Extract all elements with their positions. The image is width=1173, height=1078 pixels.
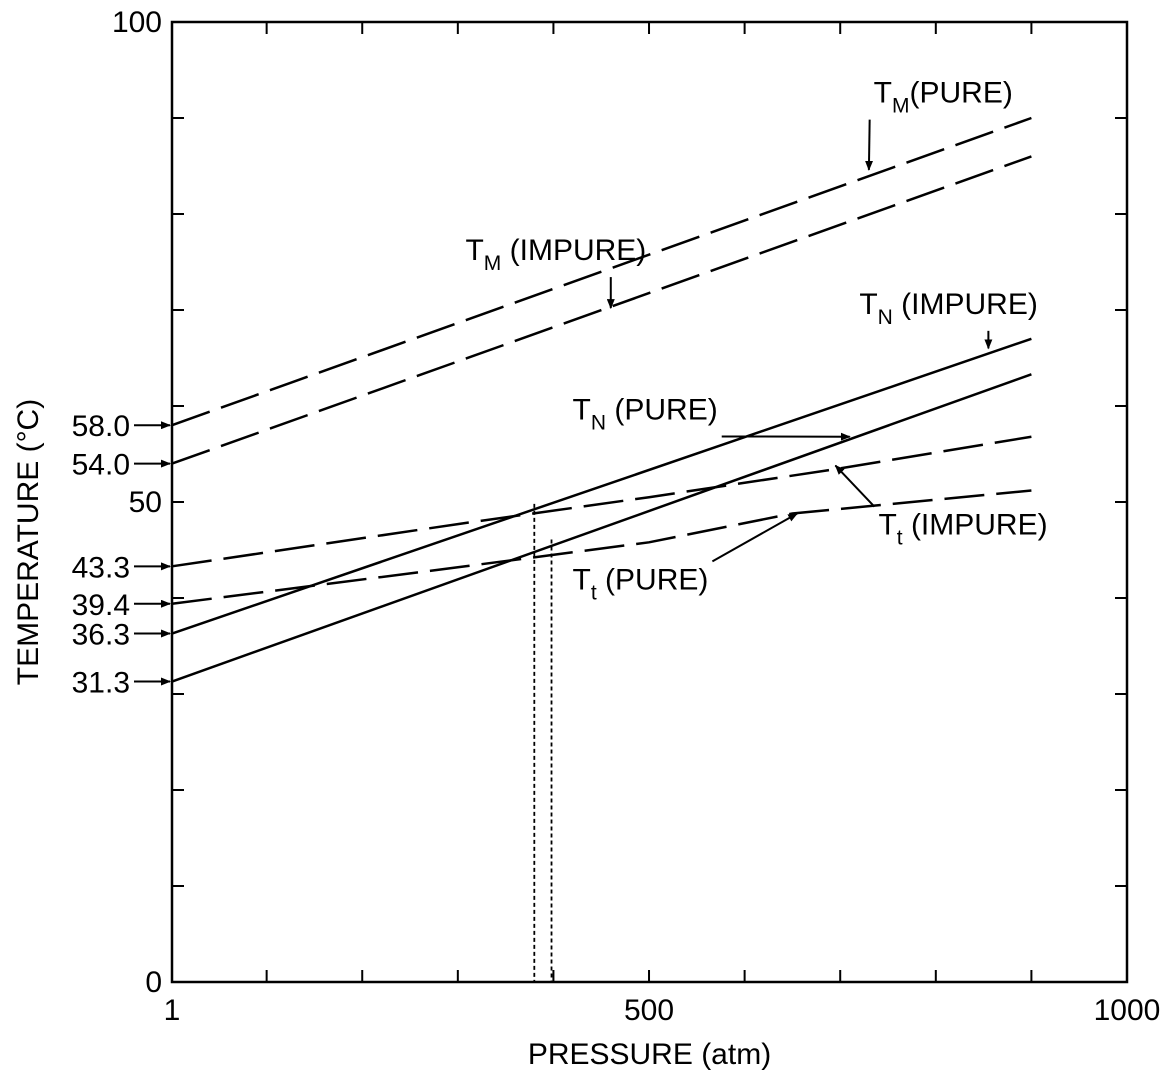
plot-frame <box>170 20 1129 984</box>
series-line-tt-impure <box>171 435 1032 568</box>
callout-label: TM (IMPURE) <box>465 234 646 275</box>
y-marked-label: 36.3 <box>72 619 130 652</box>
y-marked-label: 43.3 <box>72 551 130 584</box>
callout-label: TN (IMPURE) <box>859 288 1037 329</box>
intersection-drop-lines <box>533 503 553 982</box>
y-tick-label: 50 <box>129 486 162 519</box>
y-axis-ticks: 0 50 100 <box>112 6 1127 999</box>
series-line-tn-pure <box>171 373 1032 683</box>
callout-label: TM(PURE) <box>874 77 1013 118</box>
series-line-tn-impure <box>171 337 1032 635</box>
series-callouts: TM(PURE) TM (IMPURE) TN (IMPURE) TN (PURE) T… <box>465 77 1047 605</box>
y-marked-label: 58.0 <box>72 410 130 443</box>
callout-label: Tt (IMPURE) <box>878 509 1047 550</box>
callout-label: TN (PURE) <box>573 393 718 434</box>
y-tick-label: 100 <box>112 6 162 39</box>
callout-label: Tt (PURE) <box>573 563 709 604</box>
series-line-tm-pure <box>171 116 1032 427</box>
y-marked-label: 54.0 <box>72 449 130 482</box>
callout-tm-impure: TM (IMPURE) <box>465 234 646 310</box>
series-line-tt-pure <box>171 489 1032 605</box>
series-line-tm-impure <box>171 155 1032 465</box>
y-axis-title: TEMPERATURE (°C) <box>12 399 45 685</box>
callout-arrow <box>865 119 874 171</box>
callout-tt-pure: Tt (PURE) <box>573 512 799 604</box>
y-marked-values: 58.0 54.0 43.3 39.436.3 31.3 <box>72 410 171 700</box>
callout-tn-impure: TN (IMPURE) <box>859 288 1038 350</box>
x-tick-label: 1000 <box>1094 994 1161 1027</box>
y-marked-label: 31.3 <box>72 667 130 700</box>
series-layer <box>171 116 1032 683</box>
x-axis-ticks: 1 500 1000 <box>164 22 1161 1027</box>
callout-arrow <box>711 512 799 563</box>
callout-tt-impure: Tt (IMPURE) <box>834 464 1048 550</box>
callout-tm-pure: TM(PURE) <box>865 77 1013 171</box>
y-marked-label: 39.4 <box>72 589 130 622</box>
x-tick-label: 1 <box>164 994 181 1027</box>
y-tick-label: 0 <box>145 966 162 999</box>
callout-arrow <box>834 464 876 508</box>
callout-tn-pure: TN (PURE) <box>573 393 851 441</box>
x-axis-title: PRESSURE (atm) <box>528 1038 771 1071</box>
x-tick-label: 500 <box>624 994 674 1027</box>
